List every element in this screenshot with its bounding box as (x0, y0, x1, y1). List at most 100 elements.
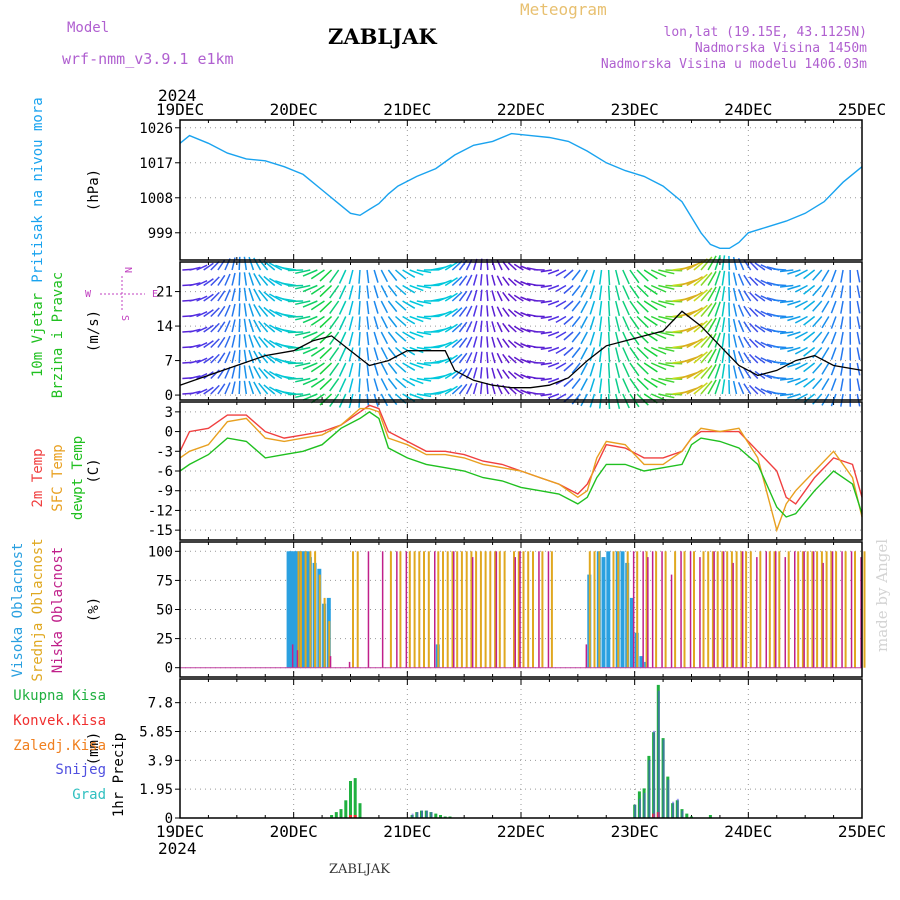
wind-arrow (571, 285, 581, 297)
wind-arrow (803, 331, 816, 342)
wind-arrow (479, 274, 483, 286)
wind-arrow (856, 331, 861, 345)
wind-arrow (358, 269, 361, 284)
wind-arrow (787, 377, 801, 384)
wind-arrow (472, 305, 478, 317)
wind-arrow (409, 377, 424, 385)
wind-arrow (224, 320, 231, 333)
wind-arrow (803, 300, 816, 311)
cloud-bar (423, 551, 425, 668)
wind-arrow (636, 362, 649, 375)
wind-arrow (409, 284, 424, 292)
wind-arrow (748, 353, 759, 364)
cloud-bar (664, 551, 667, 668)
wind-arrow (540, 331, 552, 335)
cloud-bar (291, 644, 294, 668)
cloud-bar (513, 551, 515, 668)
precip-bar (676, 798, 679, 818)
wind-arrow (402, 377, 416, 387)
wind-arrow (409, 393, 424, 400)
wind-arrow (607, 378, 611, 394)
wind-arrow (486, 289, 489, 302)
wind-arrow (258, 289, 269, 302)
wind-arrow (607, 362, 611, 379)
wind-arrow (491, 336, 496, 348)
cloud-bar (585, 644, 588, 668)
wind-arrow (329, 300, 340, 315)
wind-arrow (787, 346, 801, 353)
cloud-bar (498, 551, 501, 668)
wind-arrow (555, 331, 567, 339)
wind-arrow (189, 375, 201, 380)
wind-arrow (387, 378, 398, 390)
wind-arrow (402, 362, 416, 371)
precip-bar (439, 815, 442, 818)
precip-axis-title: 1hr Precip (111, 733, 127, 817)
wind-arrow (686, 384, 703, 395)
wind-arrow (748, 307, 759, 318)
cloud-bar (825, 551, 828, 668)
wind-arrow (203, 340, 214, 349)
wind-arrow (263, 275, 276, 287)
wind-arrow (779, 269, 794, 273)
wind-arrow (589, 331, 596, 346)
precip-legend-label: Snijeg (55, 762, 106, 778)
cloud-bar (787, 551, 790, 668)
wind-arrow (479, 367, 483, 379)
wind-arrow (787, 269, 801, 275)
wind-arrow (732, 256, 738, 271)
wind-arrow (243, 318, 248, 333)
wind-arrow (748, 260, 759, 271)
wind-arrow (196, 311, 208, 318)
wind-arrow (248, 380, 255, 395)
wind-arrow (491, 259, 496, 271)
wind-arrow (563, 346, 574, 357)
wind-arrow (547, 362, 560, 368)
cloud-bar (735, 551, 738, 668)
wind-arrow (451, 384, 463, 395)
wind-arrow (794, 377, 808, 386)
wind-arrow (840, 269, 844, 283)
wind-arrow (721, 286, 726, 302)
wind-arrow (830, 269, 837, 283)
wind-arrow (210, 322, 220, 333)
cloud-bar (811, 551, 814, 668)
wind-arrow (643, 346, 658, 358)
wind-arrow (387, 285, 398, 297)
wind-arrow (319, 377, 333, 391)
wind-arrow (787, 315, 801, 322)
wind-arrow (598, 285, 603, 301)
precip-bar (411, 813, 414, 818)
wind-arrow (700, 256, 713, 271)
wind-arrow (721, 301, 726, 317)
wind-arrow (571, 347, 581, 359)
wind-arrow (502, 307, 510, 317)
wind-arrow (707, 271, 717, 286)
wind-arrow (555, 300, 567, 308)
wind-arrow (496, 290, 503, 302)
wind-arrow (196, 357, 208, 364)
cloud-bar (442, 551, 444, 668)
wind-arrow (693, 273, 708, 287)
wind-arrow (571, 269, 581, 281)
wind-arrow (812, 300, 823, 312)
y-tick-label: 0 (165, 661, 173, 677)
precip-legend-label: Konvek.Kisa (13, 713, 106, 729)
time-axis-top-label: 24DEC (724, 100, 772, 119)
wind-arrow (520, 296, 531, 302)
wind-arrow (773, 345, 787, 349)
wind-arrow (288, 377, 304, 380)
wind-arrow (248, 365, 255, 379)
wind-arrow (310, 315, 325, 326)
wind-arrow (686, 291, 703, 302)
wind-arrow (693, 304, 708, 318)
cloud-bar (639, 656, 644, 668)
wind-arrow (479, 351, 483, 364)
cloud-bar (816, 551, 819, 668)
wind-arrow (779, 377, 794, 381)
wind-arrow (373, 347, 379, 361)
wind-arrow (650, 300, 667, 309)
wind-arrow (803, 377, 816, 388)
cloud-bar (626, 551, 629, 668)
wind-arrow (319, 315, 333, 329)
